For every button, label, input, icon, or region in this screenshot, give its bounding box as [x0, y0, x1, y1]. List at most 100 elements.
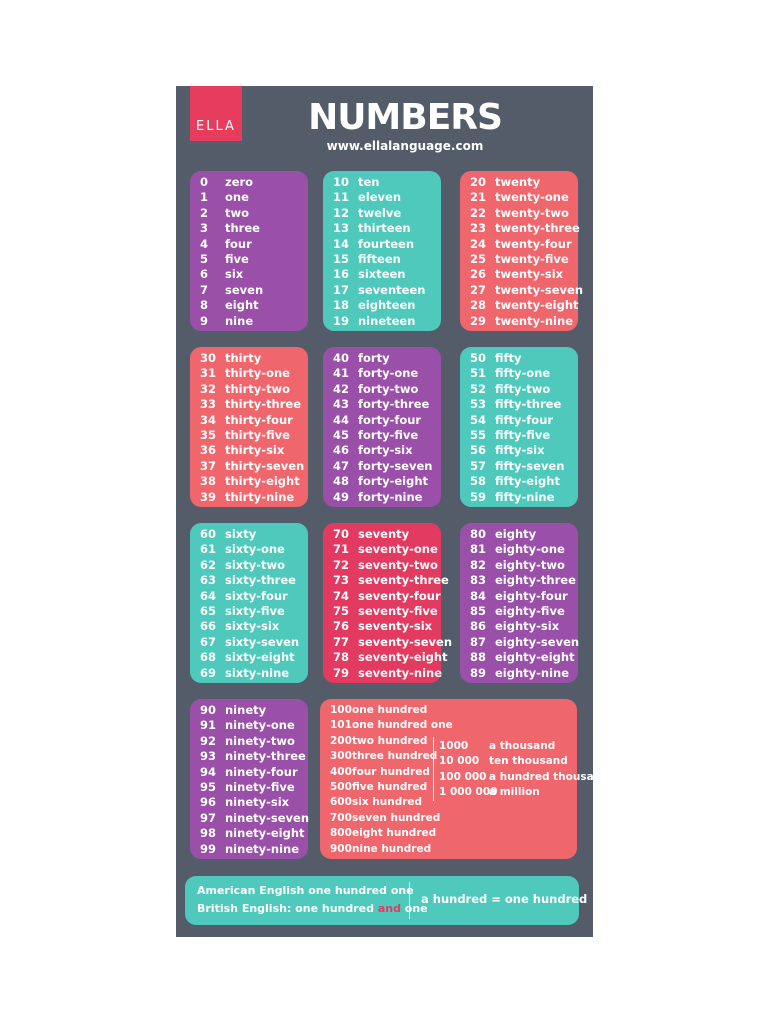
number-word: twenty-five: [495, 252, 569, 266]
number-word: forty-nine: [358, 489, 423, 504]
number-word: five: [225, 252, 249, 266]
page-title: NUMBERS: [308, 97, 503, 138]
numeral: 69: [200, 665, 217, 680]
number-word: seventy-eight: [358, 650, 448, 665]
numeral: 27: [470, 282, 487, 297]
numeral: 30: [200, 351, 217, 365]
number-word: fifty-three: [495, 397, 562, 412]
numeral: 73: [333, 573, 350, 588]
numeral: 97: [200, 810, 217, 825]
numeral: 32: [200, 381, 217, 396]
hundred-equivalence: a hundred = one hundred: [421, 892, 588, 906]
numeral: 29: [470, 313, 487, 328]
number-word: ninety-five: [225, 780, 295, 794]
large-numbers-list: 1000 a thousand 10 000 ten thousand 100 000 a…: [433, 737, 609, 801]
ella-logo: ELLA: [190, 86, 242, 141]
numeral: 77: [333, 634, 350, 649]
number-box-30-39: 30 thirty 31 thirty-one 32 thirty-two 33 thirty…: [190, 347, 308, 507]
numeral: 9: [200, 313, 209, 328]
number-word: one: [225, 190, 249, 205]
numeral: 61: [200, 542, 217, 557]
numeral: 90: [200, 703, 217, 717]
number-word: thirty-seven: [225, 458, 305, 473]
numeral: 2: [200, 205, 209, 220]
numeral: 100 000: [439, 770, 487, 783]
number-word: forty-six: [358, 443, 413, 458]
numeral: 46: [333, 443, 350, 458]
number-word: two: [225, 205, 250, 220]
numeral: 89: [470, 665, 487, 680]
numeral: 101: [330, 719, 352, 732]
number-word: a thousand: [489, 740, 556, 752]
numeral: 20: [470, 175, 487, 189]
numeral: 84: [470, 588, 487, 603]
numeral: 62: [200, 557, 217, 572]
number-word: seventy-five: [358, 604, 438, 618]
numeral: 33: [200, 397, 217, 412]
number-word: fifty-nine: [495, 489, 555, 504]
number-word: ninety: [225, 703, 267, 717]
numeral: 98: [200, 826, 217, 841]
number-word: forty-eight: [358, 474, 428, 489]
number-word: fifty: [495, 351, 522, 365]
numeral: 52: [470, 381, 487, 396]
number-word: ninety-six: [225, 795, 290, 810]
numeral: 65: [200, 604, 217, 618]
numeral: 1 000 000: [439, 786, 498, 799]
numeral: 96: [200, 795, 217, 810]
number-word: ninety-one: [225, 718, 295, 733]
numeral: 79: [333, 665, 350, 680]
number-word: a million: [489, 786, 540, 799]
numeral: 38: [200, 474, 217, 489]
numeral: 94: [200, 764, 217, 779]
number-word: eighty: [495, 527, 537, 541]
number-word: fifty-five: [495, 428, 551, 442]
numeral: 82: [470, 557, 487, 572]
number-word: eighteen: [358, 298, 416, 313]
number-word: eighty-two: [495, 557, 565, 572]
hundreds-box: 100 one hundred 101 one hundred one 200 two h…: [320, 699, 609, 859]
number-word: eight: [225, 298, 259, 313]
number-word: eighty-eight: [495, 650, 575, 665]
number-word: thirty: [225, 351, 262, 365]
number-word: seventy-four: [358, 588, 441, 603]
number-word: thirty-six: [225, 443, 285, 458]
number-word: four: [225, 236, 252, 251]
numeral: 900: [330, 842, 352, 855]
number-word: ninety-three: [225, 749, 306, 764]
numeral: 8: [200, 298, 209, 313]
number-word: seventy-two: [358, 557, 438, 572]
number-word: sixty-three: [225, 573, 296, 588]
numeral: 23: [470, 221, 487, 236]
numeral: 17: [333, 282, 350, 297]
numeral: 67: [200, 634, 217, 649]
number-word: thirty-one: [225, 366, 290, 381]
numeral: 47: [333, 458, 350, 473]
number-word: thirty-four: [225, 412, 293, 427]
number-word: nineteen: [358, 313, 416, 328]
number-word: eighty-six: [495, 619, 560, 634]
british-suffix: one: [400, 902, 428, 915]
numeral: 500: [330, 781, 352, 793]
number-word: three: [225, 221, 260, 236]
number-word: sixty-four: [225, 588, 288, 603]
number-word: three hundred: [352, 750, 438, 763]
numeral: 34: [200, 412, 217, 427]
numeral: 24: [470, 236, 487, 251]
number-word: thirty-two: [225, 381, 291, 396]
number-word: ten thousand: [489, 755, 568, 768]
numeral: 21: [470, 190, 487, 205]
number-word: six: [225, 267, 244, 282]
numeral: 86: [470, 619, 487, 634]
numeral: 13: [333, 221, 350, 236]
number-word: twenty-four: [495, 236, 572, 251]
numeral: 64: [200, 588, 217, 603]
number-box-20-29: 20 twenty 21 twenty-one 22 twenty-two 23 twenty…: [460, 171, 583, 331]
numeral: 4: [200, 236, 209, 251]
number-word: thirteen: [358, 221, 411, 236]
logo-text: ELLA: [196, 119, 236, 134]
number-word: thirty-three: [225, 397, 302, 412]
numeral: 99: [200, 841, 217, 856]
number-box-60-69: 60 sixty 61 sixty-one 62 sixty-two 63 sixty-thr…: [190, 523, 308, 683]
number-word: fourteen: [358, 236, 415, 251]
